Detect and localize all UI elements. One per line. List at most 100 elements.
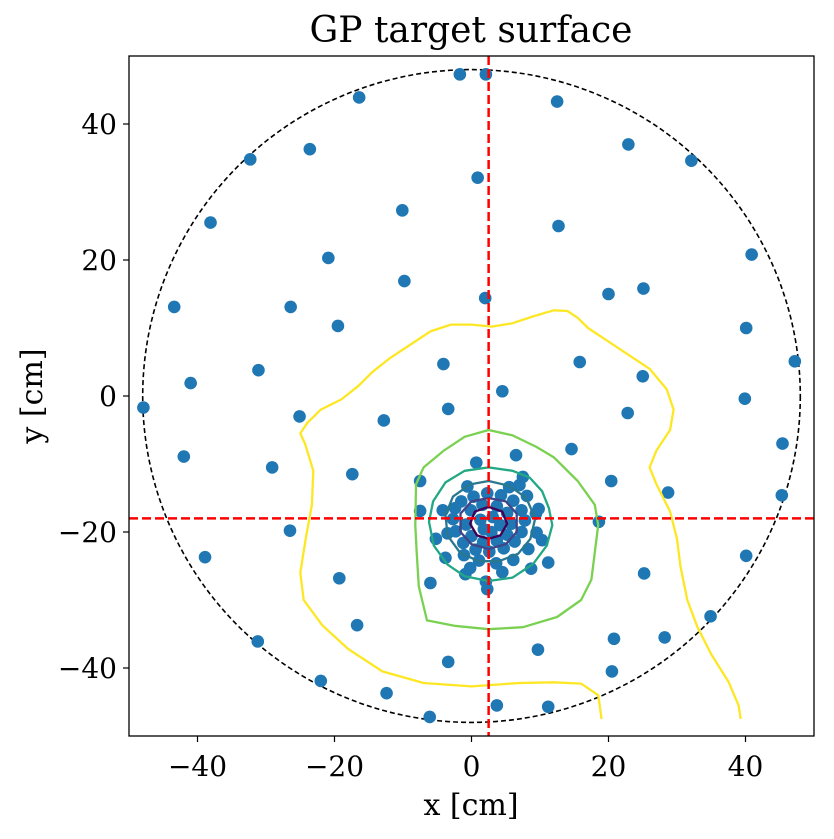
sample-point: [531, 643, 545, 656]
y-tick-label: 0: [99, 380, 117, 413]
sample-point: [283, 524, 297, 537]
sample-point: [738, 392, 752, 406]
sample-point: [167, 300, 181, 314]
sample-point: [469, 456, 483, 469]
boundary-circle: [141, 68, 802, 724]
sample-point: [453, 68, 467, 81]
sample-point: [541, 700, 555, 714]
sample-point: [423, 710, 437, 724]
sample-point: [522, 542, 535, 556]
sample-point: [541, 556, 555, 569]
sample-point: [396, 204, 409, 217]
sample-point: [137, 401, 150, 414]
sample-point: [204, 216, 217, 229]
sample-point: [636, 369, 650, 383]
sample-point: [303, 142, 317, 156]
contour-line: [459, 496, 518, 551]
plot-clipped-group: [129, 56, 814, 736]
sample-point: [622, 138, 635, 151]
sample-point: [252, 363, 265, 377]
x-axis-label: x [cm]: [423, 788, 518, 823]
sample-point: [471, 171, 484, 185]
sample-point: [314, 674, 328, 688]
sample-point: [739, 549, 753, 563]
sample-point: [446, 512, 460, 526]
sample-point: [685, 154, 698, 168]
sample-point: [459, 518, 473, 531]
contour-line: [414, 428, 600, 631]
sample-point: [775, 488, 789, 502]
sample-point: [637, 567, 651, 580]
sample-point: [377, 414, 391, 427]
sample-point: [621, 406, 634, 420]
sample-point: [331, 319, 345, 333]
contour-line: [299, 309, 742, 720]
sample-point: [602, 287, 615, 301]
sample-point: [437, 357, 450, 371]
plot-area: [129, 56, 814, 736]
sample-point: [477, 522, 491, 536]
sample-point: [413, 504, 427, 518]
sample-point: [504, 517, 518, 531]
sample-point: [293, 410, 306, 423]
sample-point: [184, 376, 197, 390]
sample-point: [198, 550, 212, 564]
sample-point: [346, 467, 359, 481]
sample-point: [496, 565, 509, 579]
sample-point: [177, 450, 191, 463]
sample-point: [515, 503, 528, 517]
sample-point: [658, 631, 671, 644]
y-tick-label: 20: [81, 244, 117, 277]
sample-point: [265, 461, 279, 474]
sample-point: [398, 274, 411, 288]
contour-line: [427, 466, 554, 583]
x-tick-label: 40: [728, 750, 764, 783]
sample-point: [490, 699, 504, 712]
contour-line: [444, 479, 537, 563]
sample-point: [509, 448, 523, 462]
sample-point: [506, 494, 520, 508]
x-tick-label: 20: [591, 750, 627, 783]
sample-point: [776, 437, 789, 450]
sample-point: [518, 514, 532, 527]
sample-point: [474, 513, 487, 527]
sample-point: [573, 355, 587, 369]
sample-point: [479, 68, 493, 81]
sample-point: [480, 486, 494, 500]
y-tick-label: −40: [58, 652, 117, 685]
sample-point: [605, 665, 619, 678]
sample-point: [352, 91, 366, 104]
sample-point: [284, 300, 297, 314]
x-tick-label: 0: [463, 750, 481, 783]
axes-frame: [128, 55, 815, 737]
sample-point: [380, 686, 393, 700]
sample-point: [788, 355, 802, 368]
tick-layer: −40 −20 0 20 40 −40 −20 0 20 40: [58, 108, 763, 783]
sample-point: [441, 402, 455, 416]
sample-point: [441, 655, 455, 669]
sample-point: [243, 153, 257, 166]
x-tick-label: −20: [305, 750, 364, 783]
sample-point: [565, 442, 578, 456]
sample-point: [745, 248, 758, 261]
sample-point: [332, 571, 346, 585]
sample-point: [494, 488, 508, 502]
sample-point: [496, 384, 509, 398]
sample-point: [661, 486, 675, 499]
sample-point: [463, 561, 477, 575]
sample-point: [704, 610, 717, 623]
y-tick-label: −20: [58, 516, 117, 549]
sample-point: [322, 251, 335, 265]
sample-point: [439, 551, 452, 565]
sample-point: [607, 632, 621, 646]
sample-point: [739, 321, 753, 335]
sample-point: [552, 219, 565, 233]
chart-title: GP target surface: [310, 10, 633, 51]
sample-point: [448, 501, 462, 515]
sample-point: [515, 525, 528, 539]
sample-point: [532, 502, 545, 516]
y-axis-label: y [cm]: [15, 348, 50, 444]
sample-point: [604, 474, 618, 488]
sample-point: [550, 95, 564, 108]
